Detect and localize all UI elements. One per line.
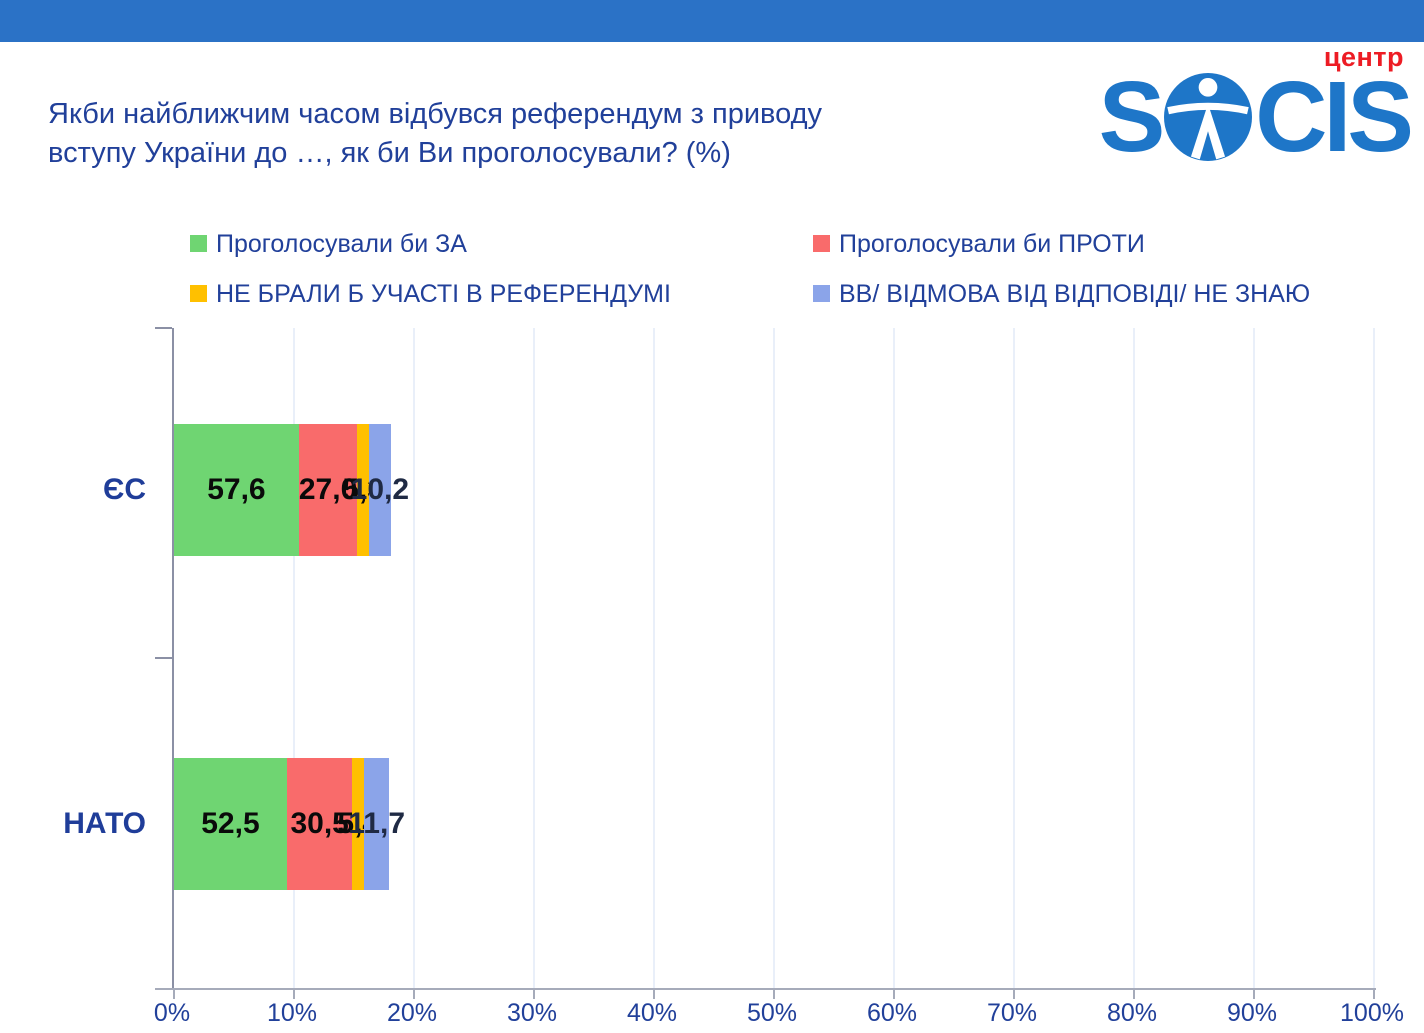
bar-value-label: 10,2 bbox=[350, 473, 410, 506]
x-axis-tick bbox=[1373, 990, 1375, 999]
bar-value-label: 27,0 bbox=[298, 473, 358, 506]
logo-wordmark: S CIS bbox=[1099, 61, 1414, 173]
x-axis-tick bbox=[173, 990, 175, 999]
gridline bbox=[653, 328, 655, 988]
x-axis-tick bbox=[893, 990, 895, 999]
x-axis-label: 50% bbox=[746, 999, 798, 1027]
header-band bbox=[0, 0, 1424, 42]
legend-item-dontknow: ВВ/ ВІДМОВА ВІД ВІДПОВІДІ/ НЕ ЗНАЮ bbox=[813, 280, 1405, 309]
x-axis-label: 100% bbox=[1340, 999, 1404, 1027]
bar-segment: 27,0 bbox=[298, 424, 358, 556]
gridline bbox=[413, 328, 415, 988]
y-axis-tick bbox=[155, 657, 172, 659]
x-axis-tick bbox=[773, 990, 775, 999]
legend-label: ВВ/ ВІДМОВА ВІД ВІДПОВІДІ/ НЕ ЗНАЮ bbox=[839, 280, 1311, 308]
page-title: Якби найближчим часом відбувся референду… bbox=[48, 95, 822, 173]
bar-segment: 57,6 bbox=[174, 424, 299, 556]
legend-label: Проголосували би ЗА bbox=[216, 230, 467, 258]
bar-value-label: 57,6 bbox=[207, 473, 266, 506]
x-axis-tick bbox=[413, 990, 415, 999]
legend-label: НЕ БРАЛИ Б УЧАСТІ В РЕФЕРЕНДУМІ bbox=[216, 280, 671, 308]
x-axis-label: 30% bbox=[506, 999, 558, 1027]
legend-swatch-yellow bbox=[190, 285, 207, 302]
y-axis-tick bbox=[155, 327, 172, 329]
page-title-line2: вступу України до …, як би Ви проголосув… bbox=[48, 137, 731, 170]
gridlines bbox=[174, 328, 1375, 988]
gridline bbox=[1133, 328, 1135, 988]
legend-swatch-green bbox=[190, 235, 207, 252]
x-axis-label: 80% bbox=[1106, 999, 1158, 1027]
chart-legend: Проголосували би ЗА Проголосували би ПРО… bbox=[190, 230, 1405, 309]
category-label: ЄС bbox=[102, 473, 146, 506]
logo-letter-cis: CIS bbox=[1255, 61, 1414, 173]
category-label: НАТО bbox=[63, 807, 146, 840]
x-axis-label: 0% bbox=[153, 999, 191, 1027]
logo-centre-text: центр bbox=[1323, 42, 1404, 72]
legend-item-no-part: НЕ БРАЛИ Б УЧАСТІ В РЕФЕРЕНДУМІ bbox=[190, 280, 813, 309]
legend-swatch-blue bbox=[813, 285, 830, 302]
logo-letter-s: S bbox=[1098, 61, 1166, 173]
legend-label: Проголосували би ПРОТИ bbox=[839, 230, 1145, 258]
x-axis-label: 60% bbox=[866, 999, 918, 1027]
x-axis-tick bbox=[293, 990, 295, 999]
x-axis-tick bbox=[1133, 990, 1135, 999]
gridline bbox=[1013, 328, 1015, 988]
x-axis-label: 90% bbox=[1226, 999, 1278, 1027]
x-axis-tick bbox=[1253, 990, 1255, 999]
bar-segment: 30,5 bbox=[286, 758, 353, 890]
gridline bbox=[1253, 328, 1255, 988]
bar-segment: 11,7 bbox=[348, 758, 405, 890]
x-axis-tick bbox=[1013, 990, 1015, 999]
bar-value-label: 11,7 bbox=[348, 807, 406, 840]
bar-row: 57,6 27,0 5,3 10,2 bbox=[174, 424, 409, 556]
gridline bbox=[533, 328, 535, 988]
x-axis-tick bbox=[533, 990, 535, 999]
gridline bbox=[773, 328, 775, 988]
bar-segment: 10,2 bbox=[351, 424, 409, 556]
x-axis-label: 70% bbox=[986, 999, 1038, 1027]
legend-item-za: Проголосували би ЗА bbox=[190, 230, 813, 259]
bar-row: 52,5 30,5 5,4 11,7 bbox=[174, 758, 405, 890]
gridline bbox=[1373, 328, 1375, 988]
gridline bbox=[293, 328, 295, 988]
bar-segment: 52,5 bbox=[174, 758, 287, 890]
x-axis-label: 20% bbox=[386, 999, 438, 1027]
plot-area: 57,6 27,0 5,3 10,2 52,5 30,5 5,4 11,7 bbox=[155, 327, 1376, 999]
x-axis-line bbox=[155, 988, 1376, 990]
x-axis-label: 10% bbox=[266, 999, 318, 1027]
gridline bbox=[893, 328, 895, 988]
legend-swatch-red bbox=[813, 235, 830, 252]
bar-value-label: 52,5 bbox=[201, 807, 260, 840]
legend-item-proty: Проголосували би ПРОТИ bbox=[813, 230, 1405, 259]
logo-human-circle-icon bbox=[1164, 73, 1253, 161]
page-title-line1: Якби найближчим часом відбувся референду… bbox=[48, 98, 823, 131]
x-axis-label: 40% bbox=[626, 999, 678, 1027]
x-axis-labels: 0% 10% 20% 30% 40% 50% 60% 70% 80% 90% 100% bbox=[154, 999, 1404, 1031]
x-axis-tick bbox=[653, 990, 655, 999]
bar-value-label: 30,5 bbox=[290, 807, 349, 840]
socis-logo: центр S CIS bbox=[1099, 42, 1414, 173]
